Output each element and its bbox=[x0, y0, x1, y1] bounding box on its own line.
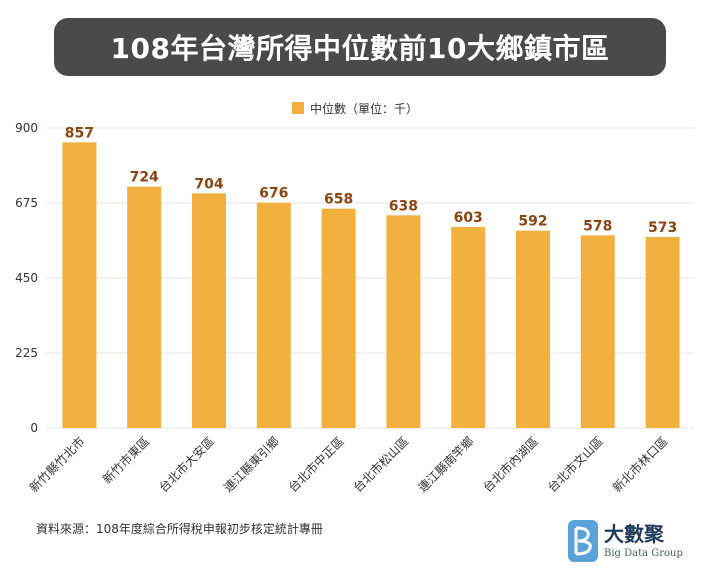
x-tick-label: 台北市松山區 bbox=[350, 434, 412, 496]
x-tick-label: 新北市林口區 bbox=[609, 434, 671, 496]
data-label: 592 bbox=[518, 214, 547, 230]
y-axis: 0 225 450 675 900 bbox=[15, 121, 38, 435]
bar bbox=[645, 237, 680, 428]
value-labels: 857 724 704 676 658 638 603 592 578 573 bbox=[65, 125, 677, 236]
bar bbox=[192, 193, 226, 428]
data-label: 638 bbox=[389, 198, 418, 214]
bars bbox=[62, 142, 680, 429]
legend-label: 中位數（單位：千） bbox=[310, 101, 418, 116]
x-tick-label: 新竹縣竹北市 bbox=[26, 434, 88, 496]
y-tick-label: 675 bbox=[15, 196, 38, 210]
bar bbox=[321, 208, 356, 428]
data-label: 573 bbox=[648, 220, 677, 236]
y-tick-label: 225 bbox=[15, 346, 38, 360]
y-tick-label: 900 bbox=[15, 121, 38, 135]
logo-name: 大數聚 bbox=[604, 522, 664, 546]
x-tick-label: 連江縣東引鄉 bbox=[221, 434, 282, 495]
x-tick-label: 連江縣南竿鄉 bbox=[415, 434, 477, 496]
title-banner: 108年台灣所得中位數前10大鄉鎮市區 bbox=[54, 18, 666, 76]
logo-subtitle: Big Data Group bbox=[604, 548, 683, 559]
bar bbox=[451, 227, 486, 428]
bar bbox=[127, 186, 162, 428]
data-label: 658 bbox=[324, 192, 353, 208]
bar bbox=[256, 202, 291, 428]
data-label: 724 bbox=[130, 170, 159, 186]
x-tick-label: 台北市內湖區 bbox=[480, 434, 542, 496]
data-label: 603 bbox=[454, 210, 483, 226]
data-label: 704 bbox=[194, 176, 223, 192]
data-label: 857 bbox=[65, 125, 94, 141]
x-tick-label: 新竹市東區 bbox=[99, 434, 152, 487]
bar bbox=[516, 230, 550, 428]
bar bbox=[580, 235, 615, 428]
x-tick-label: 台北市大安區 bbox=[156, 434, 218, 496]
chart-title: 108年台灣所得中位數前10大鄉鎮市區 bbox=[110, 32, 610, 65]
legend-swatch bbox=[292, 102, 304, 114]
data-label: 578 bbox=[583, 218, 612, 234]
source-note: 資料來源：108年度綜合所得稅申報初步核定統計專冊 bbox=[36, 522, 323, 536]
data-label: 676 bbox=[259, 186, 288, 202]
y-tick-label: 450 bbox=[15, 271, 38, 285]
bar bbox=[62, 142, 97, 429]
y-tick-label: 0 bbox=[30, 421, 38, 435]
legend: 中位數（單位：千） bbox=[292, 101, 418, 116]
x-axis: 新竹縣竹北市 新竹市東區 台北市大安區 連江縣東引鄉 台北市中正區 台北市松山區 連江縣南竿… bbox=[26, 434, 671, 496]
b-letter-logo-icon bbox=[568, 520, 598, 562]
x-tick-label: 台北市文山區 bbox=[544, 434, 606, 496]
brand-logo: 大數聚 Big Data Group bbox=[566, 518, 706, 566]
bar bbox=[386, 215, 421, 428]
x-tick-label: 台北市中正區 bbox=[285, 434, 347, 496]
